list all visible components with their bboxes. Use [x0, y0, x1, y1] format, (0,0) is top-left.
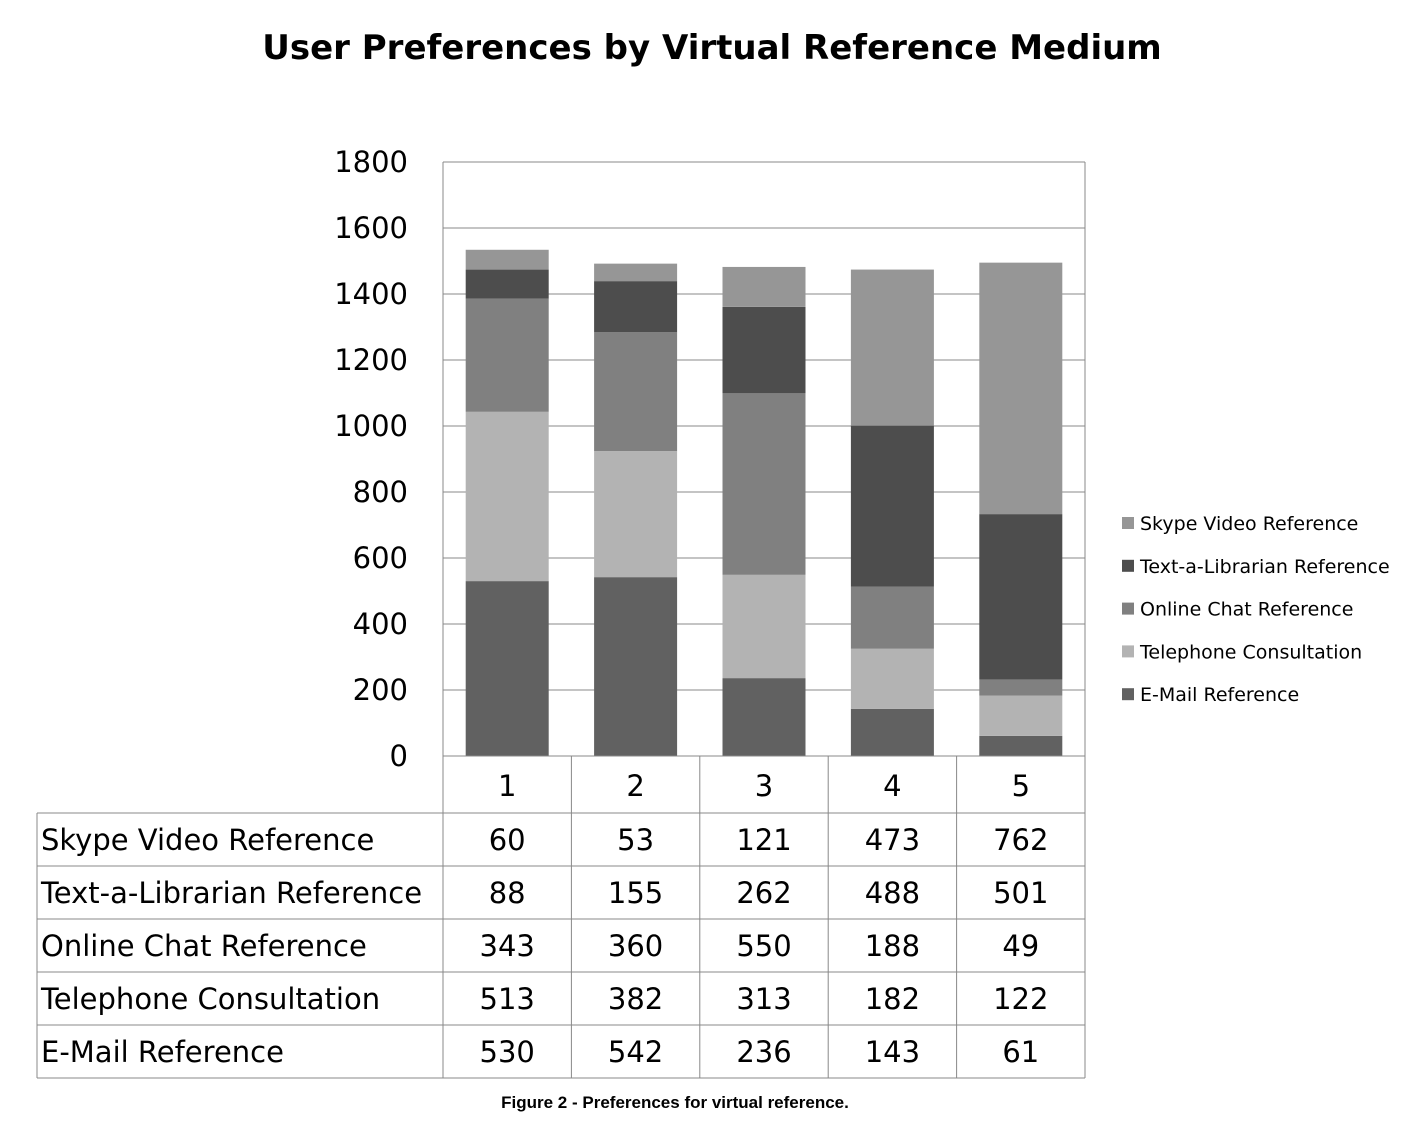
y-tick-label: 600	[353, 541, 408, 575]
x-category-label: 5	[1012, 769, 1030, 803]
y-tick-label: 0	[390, 739, 408, 773]
table-cell-value: 121	[736, 823, 791, 857]
chart-title: User Preferences by Virtual Reference Me…	[262, 28, 1162, 68]
table-cell-value: 360	[608, 929, 663, 963]
bar-segment	[722, 678, 806, 756]
legend-label: Skype Video Reference	[1140, 513, 1358, 535]
x-category-label: 1	[498, 769, 516, 803]
legend-label: Telephone Consultation	[1139, 641, 1362, 663]
x-category-label: 3	[755, 769, 773, 803]
table-cell-value: 122	[993, 982, 1048, 1016]
bar-segment	[722, 574, 806, 679]
table-cell-value: 488	[865, 876, 920, 910]
bar-segment	[979, 679, 1063, 696]
table-row-label: Skype Video Reference	[41, 823, 374, 857]
y-tick-label: 1000	[334, 409, 408, 443]
bar-segment	[850, 425, 934, 587]
bar-segment	[850, 269, 934, 426]
bar-segment	[722, 393, 806, 575]
bar-segment	[850, 708, 934, 756]
table-cell-value: 60	[489, 823, 526, 857]
y-tick-label: 1600	[334, 211, 408, 245]
x-category-label: 4	[883, 769, 901, 803]
bar-segment	[979, 695, 1063, 736]
x-category-label: 2	[626, 769, 644, 803]
table-row-label: Text-a-Librarian Reference	[40, 876, 422, 910]
table-row-label: Online Chat Reference	[41, 929, 367, 963]
legend-swatch	[1122, 559, 1134, 572]
bar-segment	[850, 586, 934, 649]
table-cell-value: 382	[608, 982, 663, 1016]
table-cell-value: 155	[608, 876, 663, 910]
bar-segment	[979, 735, 1063, 756]
table-row-label: Telephone Consultation	[40, 982, 380, 1016]
legend-swatch	[1122, 517, 1134, 529]
bar-segment	[594, 263, 678, 282]
y-tick-label: 800	[353, 475, 408, 509]
table-cell-value: 188	[865, 929, 920, 963]
bar-segment	[850, 648, 934, 709]
table-cell-value: 88	[489, 876, 526, 910]
legend-label: Text-a-Librarian Reference	[1139, 556, 1390, 578]
y-tick-label: 400	[353, 607, 408, 641]
legend-label: E-Mail Reference	[1140, 684, 1299, 706]
y-tick-label: 1200	[334, 343, 408, 377]
bar-segment	[979, 514, 1063, 680]
figure-caption: Figure 2 - Preferences for virtual refer…	[501, 1093, 849, 1112]
table-cell-value: 182	[865, 982, 920, 1016]
bar-segment	[594, 577, 678, 756]
bar-segment	[594, 332, 678, 452]
table-cell-value: 473	[865, 823, 920, 857]
bar-segment	[465, 581, 549, 756]
table-cell-value: 236	[736, 1035, 791, 1069]
y-tick-label: 1800	[334, 145, 408, 179]
bar-segment	[722, 306, 806, 394]
table-cell-value: 762	[993, 823, 1048, 857]
table-cell-value: 53	[617, 823, 654, 857]
bar-segment	[465, 411, 549, 582]
bar-segment	[722, 266, 806, 307]
table-cell-value: 61	[1002, 1035, 1039, 1069]
table-cell-value: 343	[480, 929, 535, 963]
table-row-label: E-Mail Reference	[41, 1035, 284, 1069]
bar-segment	[594, 451, 678, 578]
legend-swatch	[1122, 602, 1134, 615]
table-cell-value: 513	[480, 982, 535, 1016]
legend-label: Online Chat Reference	[1140, 599, 1353, 621]
bar-segment	[979, 262, 1063, 515]
legend-swatch	[1122, 645, 1134, 658]
table-cell-value: 262	[736, 876, 791, 910]
bar-segment	[465, 269, 549, 299]
table-cell-value: 542	[608, 1035, 663, 1069]
table-cell-value: 313	[736, 982, 791, 1016]
table-cell-value: 49	[1002, 929, 1039, 963]
table-cell-value: 550	[736, 929, 791, 963]
table-cell-value: 530	[480, 1035, 535, 1069]
y-tick-label: 200	[353, 673, 408, 707]
bar-segment	[465, 249, 549, 270]
table-cell-value: 501	[993, 876, 1048, 910]
bar-segment	[594, 281, 678, 333]
table-cell-value: 143	[865, 1035, 920, 1069]
y-tick-label: 1400	[334, 277, 408, 311]
legend-swatch	[1122, 688, 1134, 701]
bar-segment	[465, 298, 549, 412]
